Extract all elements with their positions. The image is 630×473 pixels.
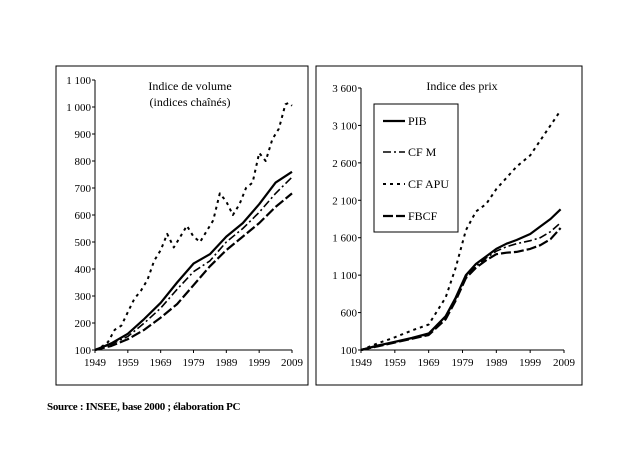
- left-series-dashdot-line: [94, 176, 293, 351]
- right-y-tick-label: 2 100: [332, 195, 357, 207]
- left-x-tick-label: 1969: [150, 357, 173, 369]
- left-y-tick-label: 500: [75, 237, 92, 249]
- right-x-tick-label: 1979: [452, 357, 475, 369]
- right-series-cf-apu-line: [360, 109, 562, 351]
- right-y-tick-label: 3 600: [332, 83, 357, 95]
- left-x-tick-label: 1959: [117, 357, 140, 369]
- right-x-tick-label: 1949: [350, 357, 373, 369]
- right-x-tick-label: 2009: [553, 357, 576, 369]
- left-y-tick-label: 100: [75, 345, 92, 357]
- left-y-tick-label: 300: [75, 291, 92, 303]
- left-y-tick-label: 600: [75, 210, 92, 222]
- left-x-tick-label: 2009: [281, 357, 304, 369]
- left-y-tick-label: 700: [75, 183, 92, 195]
- source-note: Source : INSEE, base 2000 ; élaboration …: [47, 401, 241, 413]
- right-x-tick-label: 1969: [418, 357, 441, 369]
- right-series-fbcf-line: [360, 227, 562, 352]
- right-chart-title: Indice des prix: [426, 79, 497, 93]
- left-series-longdash-line: [94, 192, 293, 352]
- left-x-tick-label: 1949: [84, 357, 107, 369]
- left-x-tick-label: 1979: [183, 357, 206, 369]
- left-y-tick-label: 800: [75, 156, 92, 168]
- left-y-tick-label: 200: [75, 318, 92, 330]
- left-x-tick-label: 1989: [215, 357, 238, 369]
- right-y-tick-label: 1 100: [332, 270, 357, 282]
- legend-box: [373, 103, 459, 233]
- right-x-tick-label: 1989: [485, 357, 508, 369]
- legend-label-cfapu: CF APU: [408, 177, 449, 191]
- left-y-tick-label: 1 100: [66, 75, 91, 87]
- left-y-tick-label: 1 000: [66, 102, 91, 114]
- legend-label-cfm: CF M: [408, 145, 437, 159]
- left-y-tick-label: 900: [75, 129, 92, 141]
- right-y-tick-label: 3 100: [332, 120, 357, 132]
- legend-label-pib: PIB: [408, 114, 427, 128]
- left-plot-area: 100 200 300 400 500 600 700 800 900 1 000 1 100 194…: [66, 75, 303, 369]
- right-y-tick-label: 600: [341, 308, 358, 320]
- right-y-tick-label: 100: [341, 345, 358, 357]
- right-y-tick-label: 2 600: [332, 158, 357, 170]
- left-series-dotted-line: [94, 101, 293, 351]
- legend-label-fbcf: FBCF: [408, 209, 438, 223]
- legend: PIB CF M CF APU FBCF: [373, 103, 459, 233]
- left-panel-frame: [55, 65, 309, 386]
- left-chart-subtitle: (indices chaînés): [150, 95, 231, 109]
- left-y-tick-label: 400: [75, 264, 92, 276]
- left-chart-title: Indice de volume: [148, 79, 231, 93]
- right-x-tick-label: 1959: [384, 357, 407, 369]
- left-series-solid-line: [94, 170, 293, 352]
- right-y-tick-label: 1 600: [332, 233, 357, 245]
- left-x-tick-label: 1999: [248, 357, 271, 369]
- right-plot-area: 100 600 1 100 1 600 2 100 2 600 3 100 3 600 1949…: [332, 83, 575, 369]
- right-x-tick-label: 1999: [519, 357, 542, 369]
